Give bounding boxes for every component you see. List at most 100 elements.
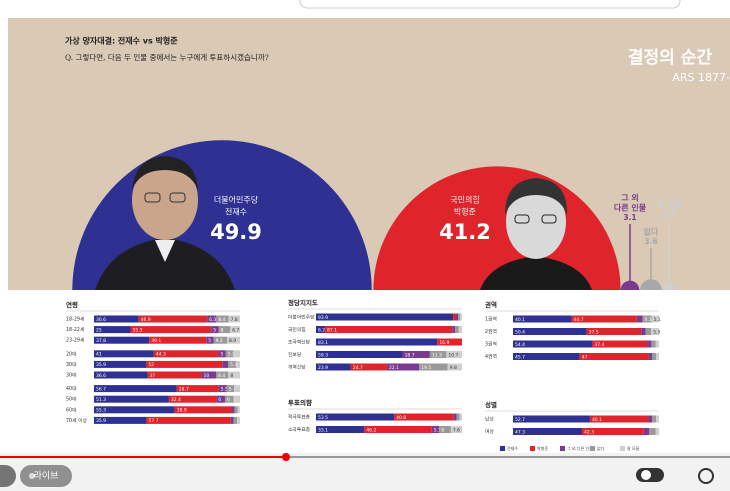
legend-label: 박형준 bbox=[537, 445, 548, 451]
row-label: 1권역 bbox=[485, 316, 497, 323]
bar-segment bbox=[582, 428, 644, 435]
bar-segment bbox=[94, 395, 169, 403]
segment-label: 35.9 bbox=[96, 418, 106, 424]
bar-segment bbox=[153, 350, 219, 358]
legend-swatch bbox=[620, 446, 625, 451]
player-controls: 라이브 bbox=[0, 453, 730, 491]
segment-label: 40.8 bbox=[396, 415, 406, 421]
bar-segment bbox=[211, 326, 219, 334]
other-value: 3.1 bbox=[623, 213, 636, 222]
bar-segment bbox=[206, 336, 214, 344]
candidate-name: 박형준 bbox=[454, 207, 476, 217]
question: Q. 그렇다면, 다음 두 인물 중에서는 누구에게 투표하시겠습니까? bbox=[65, 52, 269, 62]
candidate-value: 49.9 bbox=[210, 220, 262, 244]
segment-label: 6.3 bbox=[209, 317, 216, 323]
segment-label: 5 bbox=[221, 352, 224, 358]
bar-segment bbox=[233, 416, 238, 424]
bar-segment bbox=[228, 360, 237, 368]
play-button[interactable] bbox=[0, 465, 16, 487]
segment-label: 5 bbox=[229, 386, 232, 392]
bar-segment bbox=[316, 426, 365, 433]
row-label: 여성 bbox=[485, 428, 494, 435]
segment-label: 5.5 bbox=[221, 386, 228, 392]
row-label: 적극투표층 bbox=[288, 414, 311, 421]
bar-segment bbox=[447, 363, 462, 371]
segment-label: 59.3 bbox=[318, 352, 328, 358]
other-label: 잘 모름 bbox=[657, 199, 683, 209]
segment-label: 7.6 bbox=[453, 427, 460, 433]
segment-label: 24.7 bbox=[353, 365, 363, 371]
bar-segment bbox=[651, 353, 657, 360]
segment-label: 87.1 bbox=[327, 327, 337, 333]
bar-segment bbox=[231, 406, 235, 414]
row-label: 30대 bbox=[66, 372, 77, 379]
brand: 결정의 순간 bbox=[628, 48, 712, 68]
segment-label: 51.3 bbox=[96, 397, 106, 403]
other-value: 2.2 bbox=[662, 209, 675, 218]
bar-segment bbox=[647, 340, 652, 348]
bar-segment bbox=[513, 340, 593, 348]
segment-label: 6.7 bbox=[232, 327, 239, 333]
candidate-value: 41.2 bbox=[439, 220, 491, 244]
bar-segment bbox=[138, 315, 208, 323]
segment-label: 41 bbox=[96, 352, 102, 358]
bar-segment bbox=[419, 363, 448, 371]
bar-segment bbox=[316, 338, 438, 346]
bar-segment bbox=[237, 406, 240, 414]
segment-label: 55.3 bbox=[133, 327, 143, 333]
bar-segment bbox=[216, 371, 229, 379]
segment-label: 6 bbox=[227, 397, 230, 403]
bar-segment bbox=[458, 326, 462, 333]
section-title: 연령 bbox=[66, 300, 78, 309]
live-button[interactable] bbox=[20, 465, 72, 487]
bar-segment bbox=[228, 315, 240, 323]
segment-label: 18.7 bbox=[405, 352, 415, 358]
bar-segment bbox=[642, 315, 652, 323]
legend-swatch bbox=[500, 446, 505, 451]
bar-segment bbox=[207, 315, 217, 323]
bar-segment bbox=[386, 363, 420, 371]
bar-segment bbox=[651, 315, 659, 323]
bar-segment bbox=[218, 326, 231, 334]
segment-label: 8 bbox=[221, 327, 224, 333]
bar-segment bbox=[450, 426, 462, 433]
bar-segment bbox=[655, 340, 659, 348]
bar-segment bbox=[94, 385, 177, 393]
segment-label: 25 bbox=[96, 327, 102, 333]
segment-label: 42.3 bbox=[584, 429, 594, 435]
segment-label: 36.6 bbox=[96, 373, 106, 379]
bar-segment bbox=[224, 395, 234, 403]
row-label: 개혁신당 bbox=[288, 364, 306, 371]
bar-segment bbox=[174, 406, 232, 414]
bar-segment bbox=[571, 315, 637, 323]
search-box[interactable] bbox=[299, 0, 681, 9]
bar-segment bbox=[233, 395, 240, 403]
segment-label: 46.2 bbox=[366, 427, 376, 433]
segment-label: 33.1 bbox=[318, 427, 328, 433]
row-label: 소극투표층 bbox=[288, 426, 311, 433]
bar-segment bbox=[225, 350, 234, 358]
bar-segment bbox=[233, 350, 240, 358]
bar-segment bbox=[402, 351, 430, 358]
legend-label: 그 외 다른 인물 bbox=[567, 445, 593, 451]
bar-segment bbox=[94, 315, 139, 323]
bar-segment bbox=[94, 326, 131, 334]
bar-segment bbox=[216, 315, 229, 323]
bar-segment bbox=[94, 406, 175, 414]
segment-label: 52.7 bbox=[515, 417, 525, 423]
segment-label: 5 bbox=[208, 338, 211, 344]
bar-segment bbox=[226, 385, 235, 393]
bar-segment bbox=[592, 340, 648, 348]
legend-label: 전재수 bbox=[507, 445, 518, 451]
segment-label: 28.7 bbox=[179, 386, 189, 392]
segment-label: 83.1 bbox=[318, 340, 328, 346]
segment-label: 53.5 bbox=[318, 415, 328, 421]
bar-segment bbox=[651, 328, 659, 335]
progress-handle[interactable] bbox=[282, 453, 290, 461]
party: 더불어민주당 bbox=[214, 195, 259, 205]
bar-segment bbox=[643, 428, 650, 435]
settings-button[interactable] bbox=[698, 468, 714, 484]
bar-segment bbox=[237, 416, 240, 424]
bar-segment bbox=[641, 328, 646, 335]
